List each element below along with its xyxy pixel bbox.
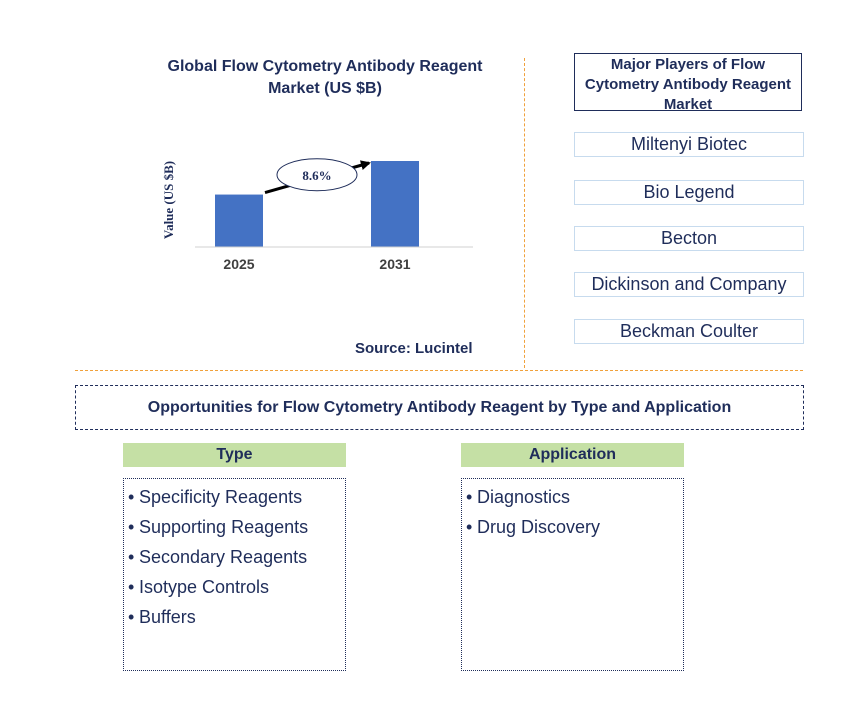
bullet-icon: •: [128, 547, 135, 567]
players-title: Major Players of Flow Cytometry Antibody…: [574, 53, 802, 113]
type-item: • Buffers: [128, 602, 345, 632]
x-tick-label: 2031: [379, 256, 410, 272]
type-item-label: Supporting Reagents: [139, 517, 309, 537]
type-item-label: Buffers: [139, 607, 196, 627]
bullet-icon: •: [128, 517, 135, 537]
application-item: • Drug Discovery: [466, 512, 683, 542]
type-item-label: Isotype Controls: [139, 577, 270, 597]
type-item-label: Specificity Reagents: [139, 487, 303, 507]
y-axis-label: Value (US $B): [161, 161, 176, 239]
bullet-icon: •: [128, 577, 135, 597]
chart-title: Global Flow Cytometry Antibody Reagent M…: [167, 58, 483, 97]
type-item: • Secondary Reagents: [128, 542, 345, 572]
cagr-label: 8.6%: [302, 168, 331, 183]
type-list: • Specificity Reagents • Supporting Reagen…: [123, 478, 346, 671]
type-item: • Isotype Controls: [128, 572, 345, 602]
type-header: Type: [123, 443, 346, 467]
application-item-label: Drug Discovery: [477, 517, 601, 537]
application-item-label: Diagnostics: [477, 487, 571, 507]
bullet-icon: •: [466, 517, 473, 537]
bar-chart: Value (US $B) 2025 2031 8.6%: [161, 158, 473, 272]
source-label: Source: Lucintel: [355, 340, 473, 357]
bar-2025: [215, 194, 263, 247]
bar-2031: [371, 161, 419, 247]
opportunities-title: Opportunities for Flow Cytometry Antibod…: [75, 385, 804, 430]
player-item: Becton: [574, 226, 804, 251]
horizontal-divider: [75, 370, 803, 371]
x-tick-label: 2025: [223, 256, 254, 272]
player-item: Beckman Coulter: [574, 319, 804, 344]
application-header: Application: [461, 443, 684, 467]
player-item: Bio Legend: [574, 180, 804, 205]
bullet-icon: •: [128, 487, 135, 507]
type-item: • Supporting Reagents: [128, 512, 345, 542]
type-item: • Specificity Reagents: [128, 482, 345, 512]
application-item: • Diagnostics: [466, 482, 683, 512]
vertical-divider: [524, 58, 525, 368]
bullet-icon: •: [466, 487, 473, 507]
application-list: • Diagnostics • Drug Discovery: [461, 478, 684, 671]
type-item-label: Secondary Reagents: [139, 547, 308, 567]
player-item: Dickinson and Company: [574, 272, 804, 297]
bullet-icon: •: [128, 607, 135, 627]
player-item: Miltenyi Biotec: [574, 132, 804, 157]
cagr-ellipse: [276, 158, 358, 192]
